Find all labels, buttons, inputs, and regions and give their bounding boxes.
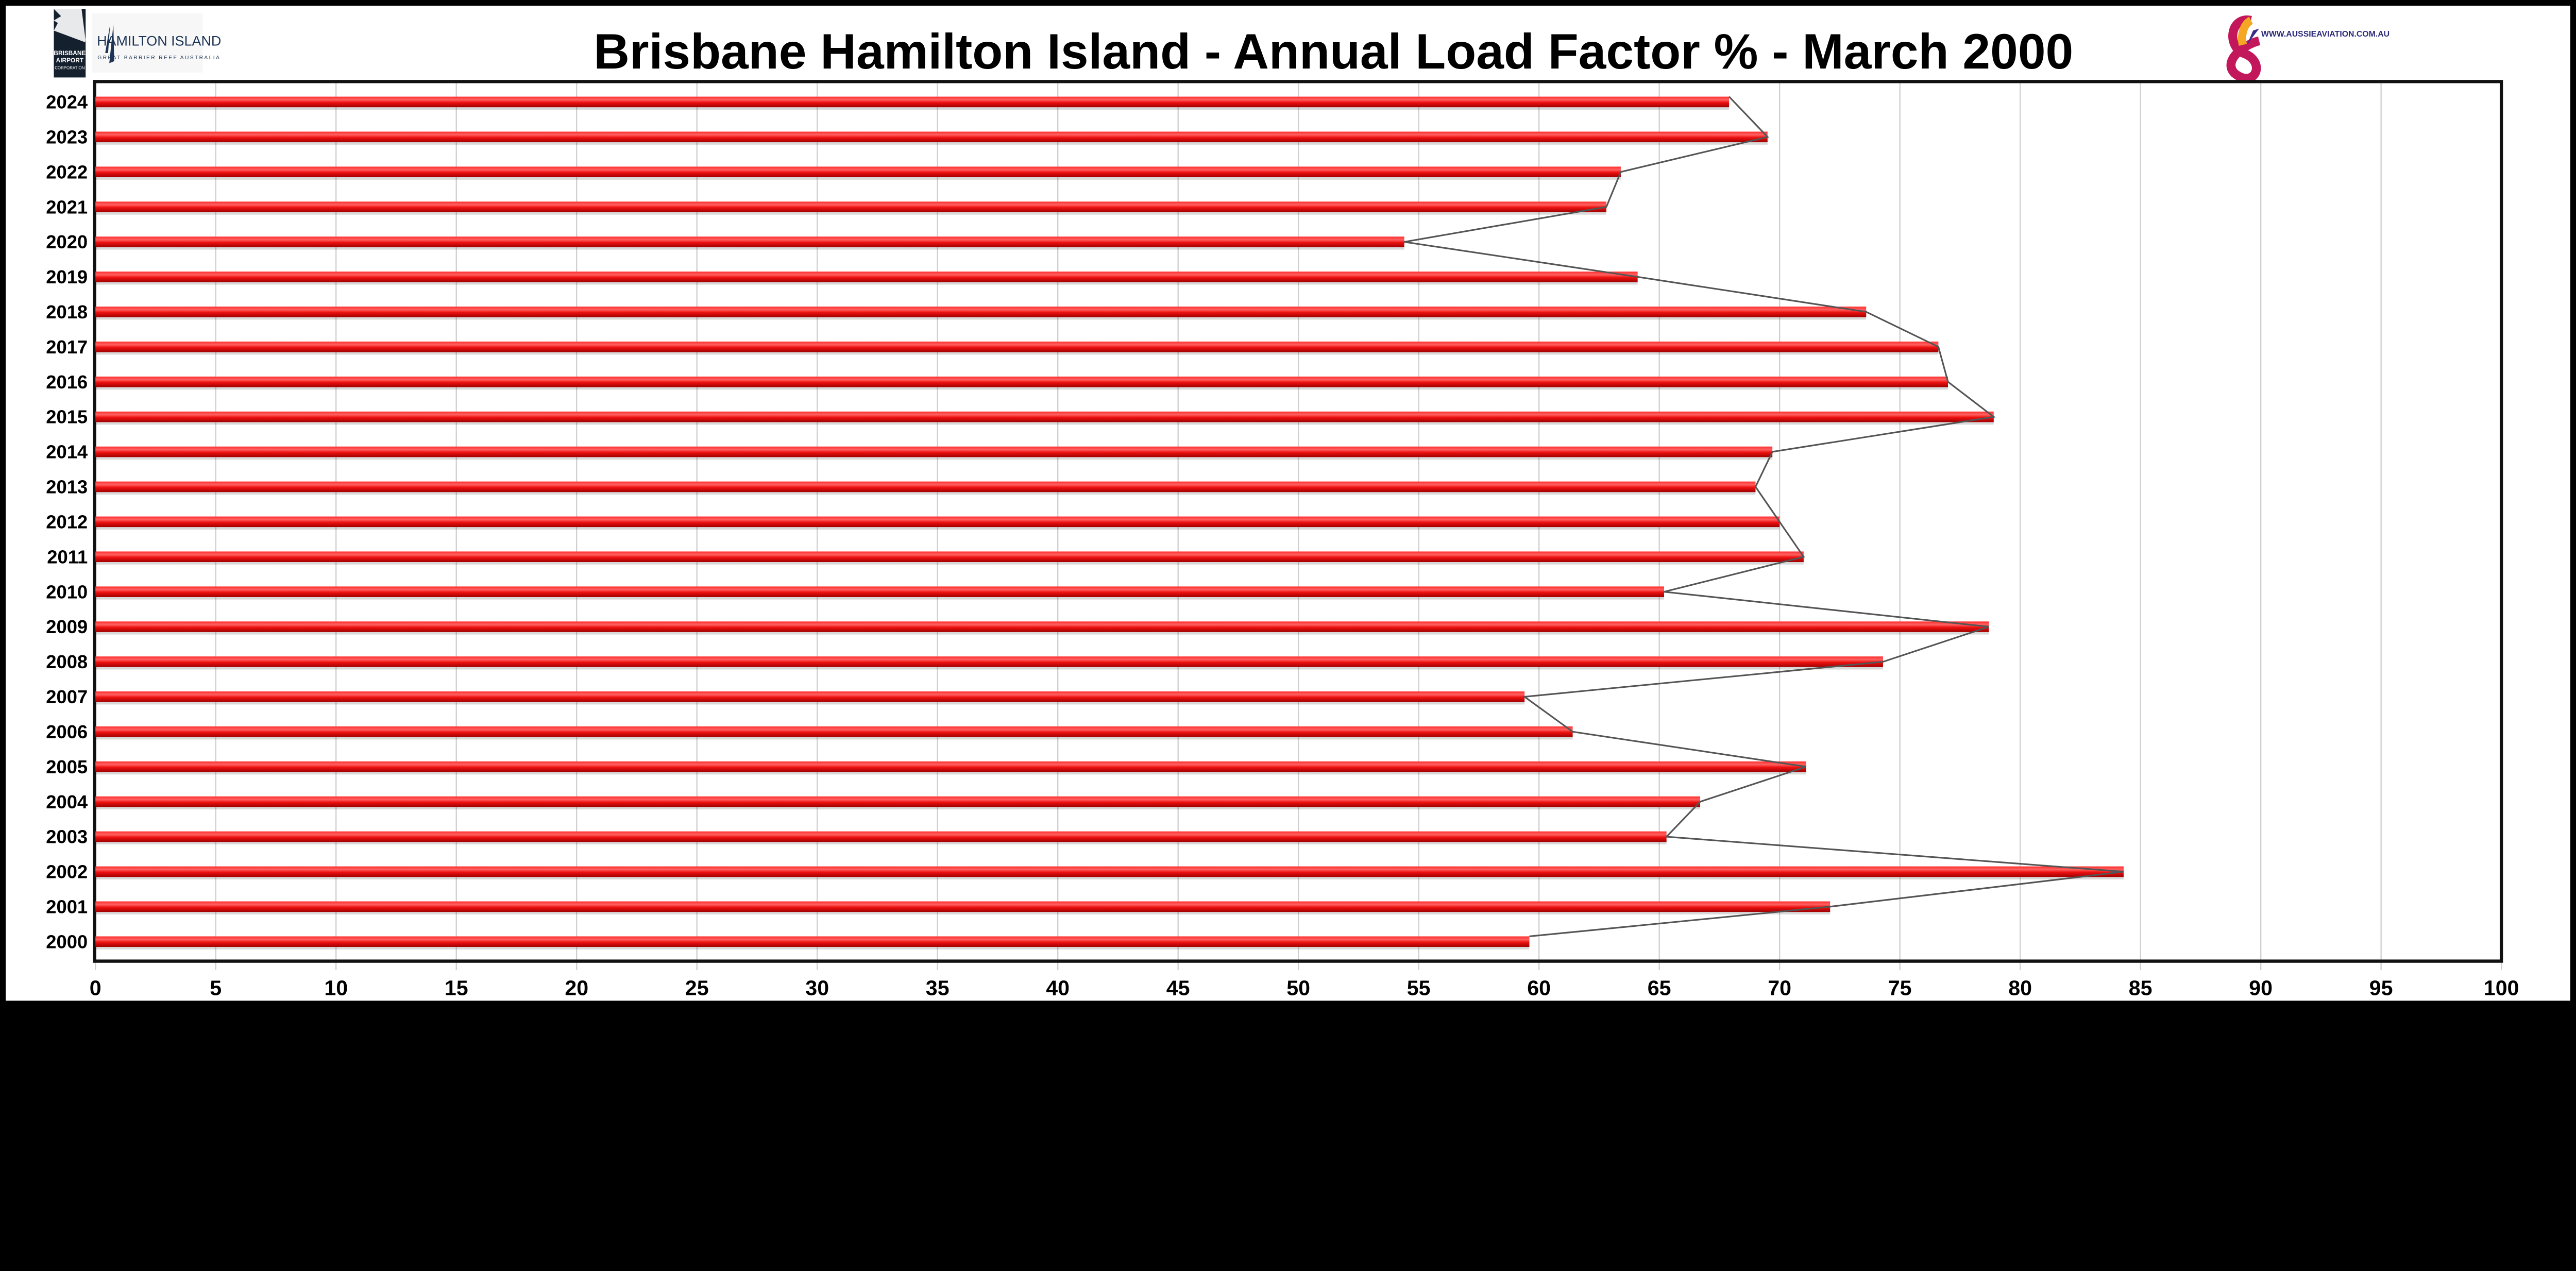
category-label: 2003 xyxy=(46,826,88,848)
bar-2021 xyxy=(95,201,1606,212)
category-label: 2023 xyxy=(46,126,88,147)
x-tick-label: 75 xyxy=(1888,976,1912,999)
connector-line xyxy=(1404,96,2124,938)
category-label: 2006 xyxy=(46,721,88,742)
bar-2022 xyxy=(95,166,1621,177)
aussie-aviation-logo: WWW.AUSSIEAVIATION.COM.AU xyxy=(2226,15,2389,83)
x-tick-label: 50 xyxy=(1286,976,1310,999)
bar-2014 xyxy=(95,446,1773,457)
category-label: 2000 xyxy=(46,931,88,952)
category-label: 2002 xyxy=(46,861,88,883)
x-tick-label: 0 xyxy=(90,976,101,999)
category-label: 2007 xyxy=(46,686,88,707)
bar-2002 xyxy=(95,866,2124,877)
hamilton-island-logo: HAMILTON ISLAND GREAT BARRIER REEF AUSTR… xyxy=(92,13,221,73)
category-label: 2013 xyxy=(46,477,88,498)
bar-2008 xyxy=(95,656,1883,667)
category-label: 2004 xyxy=(46,791,88,812)
x-tick-label: 55 xyxy=(1407,976,1431,999)
category-label: 2024 xyxy=(46,92,88,113)
category-label: 2018 xyxy=(46,301,88,323)
chart-title: Brisbane Hamilton Island - Annual Load F… xyxy=(594,24,2073,79)
category-label: 2014 xyxy=(46,442,88,463)
bar-2000 xyxy=(95,936,1530,947)
bars xyxy=(95,96,2124,950)
x-tick-label: 5 xyxy=(210,976,222,999)
x-tick-label: 60 xyxy=(1527,976,1551,999)
category-label: 2009 xyxy=(46,616,88,637)
bar-2017 xyxy=(95,341,1939,352)
x-tick-label: 65 xyxy=(1648,976,1671,999)
x-tick-label: 25 xyxy=(685,976,709,999)
plot-area-border xyxy=(93,80,2503,963)
bar-2015 xyxy=(95,411,1994,422)
bar-2019 xyxy=(95,272,1638,282)
x-axis-ticks: 0 5 10 15 20 25 30 35 40 45 50 55 60 65 70 75 80 85 90 95 10… xyxy=(90,976,2519,999)
x-tick-label: 20 xyxy=(565,976,588,999)
chart-background xyxy=(6,6,2570,1001)
bar-2010 xyxy=(95,586,1665,597)
x-tick-label: 95 xyxy=(2369,976,2393,999)
bar-2009 xyxy=(95,621,1989,632)
x-tick-label: 45 xyxy=(1166,976,1190,999)
category-label: 2015 xyxy=(46,406,88,428)
bar-2023 xyxy=(95,131,1768,143)
x-tick-label: 80 xyxy=(2008,976,2032,999)
category-label: 2016 xyxy=(46,371,88,393)
category-label: 2022 xyxy=(46,161,88,182)
category-label: 2008 xyxy=(46,651,88,672)
category-label: 2020 xyxy=(46,231,88,252)
svg-text:GREAT BARRIER REEF AUSTRALIA: GREAT BARRIER REEF AUSTRALIA xyxy=(97,55,221,61)
category-label: 2019 xyxy=(46,266,88,287)
bar-2003 xyxy=(95,831,1667,842)
x-tick-label: 30 xyxy=(805,976,829,999)
category-label: 2005 xyxy=(46,756,88,777)
bar-2006 xyxy=(95,726,1573,737)
svg-text:HAMILTON ISLAND: HAMILTON ISLAND xyxy=(97,33,221,49)
x-tick-label: 70 xyxy=(1768,976,1791,999)
bar-2012 xyxy=(95,516,1780,528)
svg-text:BRISBANE: BRISBANE xyxy=(54,49,86,57)
svg-text:CORPORATION: CORPORATION xyxy=(55,66,85,71)
x-tick-label: 15 xyxy=(445,976,468,999)
bar-2011 xyxy=(95,551,1804,563)
bar-2024 xyxy=(95,96,1730,108)
bar-2001 xyxy=(95,901,1831,912)
category-label: 2017 xyxy=(46,336,88,358)
x-tick-label: 90 xyxy=(2249,976,2273,999)
bar-2007 xyxy=(95,691,1525,702)
chart: BRISBANE AIRPORT CORPORATION HAMILTON IS… xyxy=(6,6,2570,1001)
bar-2013 xyxy=(95,481,1756,493)
brisbane-airport-logo: BRISBANE AIRPORT CORPORATION xyxy=(54,9,86,78)
bar-2018 xyxy=(95,307,1867,317)
bar-2004 xyxy=(95,796,1701,807)
x-tick-label: 40 xyxy=(1046,976,1070,999)
x-tick-label: 85 xyxy=(2129,976,2153,999)
svg-text:AIRPORT: AIRPORT xyxy=(56,57,84,64)
bar-2016 xyxy=(95,376,1948,387)
bar-2020 xyxy=(95,236,1404,247)
bar-2005 xyxy=(95,761,1806,772)
category-labels: 2024 2023 2022 2021 2020 2019 2018 2017 2016 2015… xyxy=(46,92,88,953)
x-tick-label: 10 xyxy=(324,976,348,999)
category-label: 2001 xyxy=(46,896,88,918)
svg-text:WWW.AUSSIEAVIATION.COM.AU: WWW.AUSSIEAVIATION.COM.AU xyxy=(2261,30,2389,39)
category-label: 2021 xyxy=(46,196,88,217)
category-label: 2012 xyxy=(46,511,88,532)
category-label: 2010 xyxy=(46,581,88,602)
x-tick-label: 35 xyxy=(926,976,950,999)
category-label: 2011 xyxy=(47,546,88,567)
x-tick-label: 100 xyxy=(2484,976,2519,999)
